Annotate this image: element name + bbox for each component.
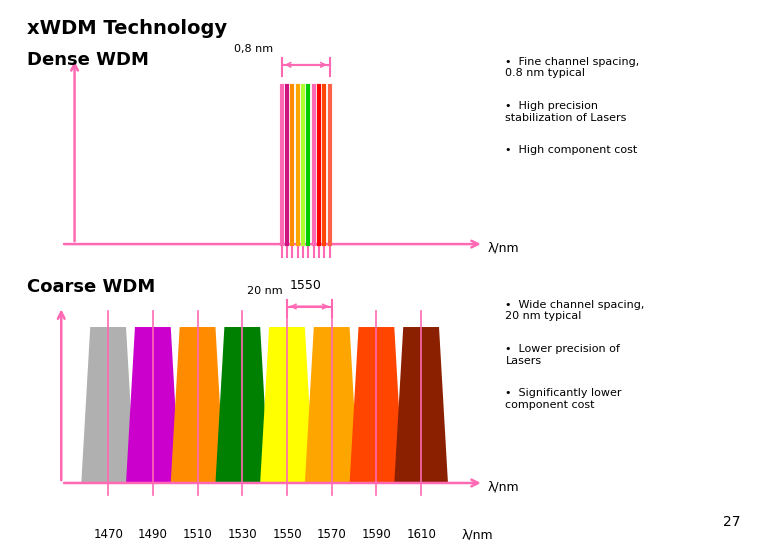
Polygon shape xyxy=(261,327,314,483)
Text: 1490: 1490 xyxy=(138,528,168,540)
Text: 1470: 1470 xyxy=(93,528,123,540)
Text: xWDM Technology: xWDM Technology xyxy=(27,19,228,38)
Polygon shape xyxy=(349,327,403,483)
Text: 1510: 1510 xyxy=(183,528,212,540)
Text: Coarse WDM: Coarse WDM xyxy=(27,278,155,296)
Text: •  Significantly lower
component cost: • Significantly lower component cost xyxy=(505,388,622,410)
Text: •  High precision
stabilization of Lasers: • High precision stabilization of Lasers xyxy=(505,101,627,123)
Text: λ/nm: λ/nm xyxy=(462,528,493,540)
Text: •  Lower precision of
Lasers: • Lower precision of Lasers xyxy=(505,344,620,366)
Text: 20 nm: 20 nm xyxy=(247,286,282,296)
Polygon shape xyxy=(395,327,448,483)
Text: Dense WDM: Dense WDM xyxy=(27,51,149,69)
Text: 1530: 1530 xyxy=(228,528,257,540)
Text: 0,8 nm: 0,8 nm xyxy=(234,44,273,54)
Text: λ/nm: λ/nm xyxy=(488,242,519,255)
Polygon shape xyxy=(215,327,269,483)
Text: 1610: 1610 xyxy=(406,528,436,540)
Text: 1550: 1550 xyxy=(272,528,302,540)
Text: •  Fine channel spacing,
0.8 nm typical: • Fine channel spacing, 0.8 nm typical xyxy=(505,57,640,78)
Text: •  High component cost: • High component cost xyxy=(505,145,638,156)
Text: 1550: 1550 xyxy=(290,279,321,292)
Polygon shape xyxy=(81,327,135,483)
Text: 1590: 1590 xyxy=(362,528,392,540)
Polygon shape xyxy=(171,327,225,483)
Text: 1570: 1570 xyxy=(317,528,346,540)
Text: 27: 27 xyxy=(724,515,741,529)
Polygon shape xyxy=(126,327,179,483)
Text: λ/nm: λ/nm xyxy=(488,481,519,494)
Text: •  Wide channel spacing,
20 nm typical: • Wide channel spacing, 20 nm typical xyxy=(505,300,645,321)
Polygon shape xyxy=(305,327,359,483)
